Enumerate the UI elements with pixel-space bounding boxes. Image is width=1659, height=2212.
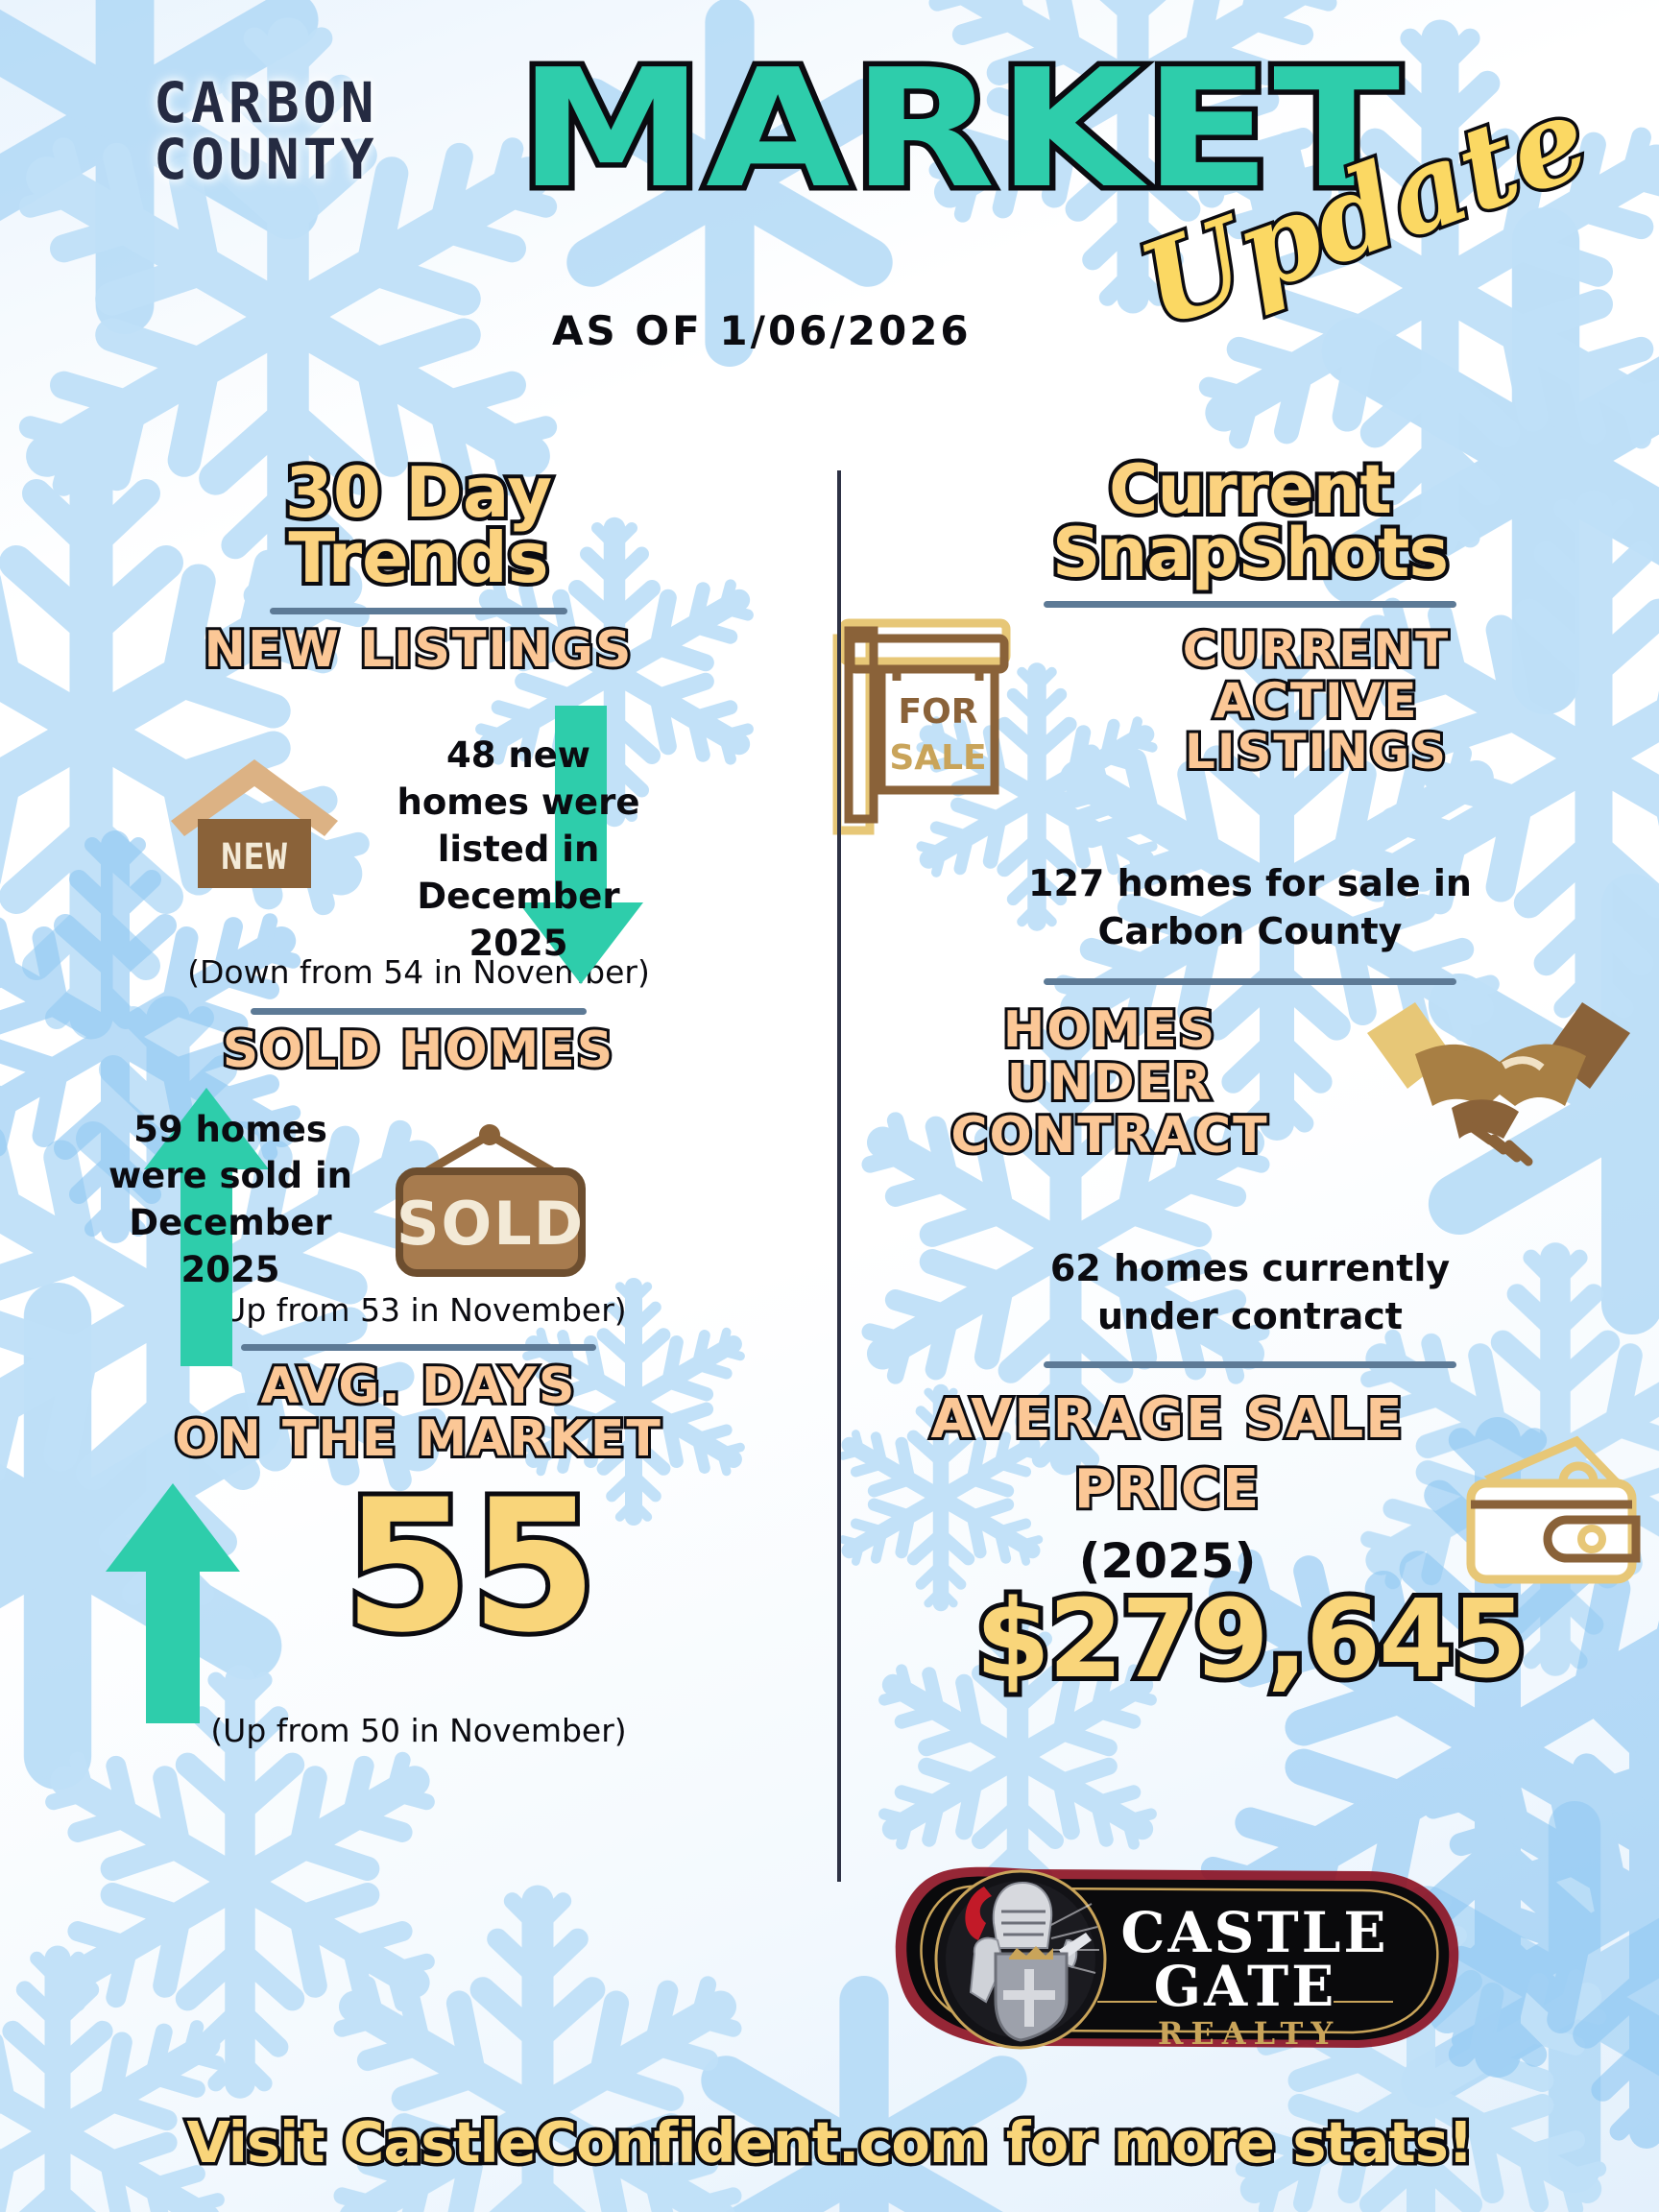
wallet-icon	[1466, 1435, 1641, 1584]
right-column-title: Current SnapShots	[841, 450, 1659, 592]
up-arrow-icon-days	[106, 1482, 240, 1723]
county-title-line1: CARBON	[154, 70, 378, 135]
left-title-line1: 30 Day	[281, 452, 556, 533]
left-title-line2: Trends	[284, 517, 552, 598]
logo-name-line2: GATE	[1154, 1954, 1337, 2019]
rule-avg-price	[1044, 1361, 1456, 1369]
for-sale-text-line2: SALE	[889, 738, 986, 778]
avg-days-heading-line1: AVG. DAYS	[257, 1357, 577, 1415]
as-of-date: AS OF 1/06/2026	[552, 307, 972, 354]
for-sale-sign-icon: FOR SALE	[832, 618, 1011, 835]
under-contract-heading-line3: CONTRACT	[948, 1107, 1269, 1166]
avg-price-heading-line2: PRICE	[1071, 1455, 1262, 1524]
header: CARBON COUNTY MARKET Update AS OF 1/06/2…	[0, 0, 1659, 413]
new-listings-stat: 48 new homes were listed in December 202…	[397, 734, 640, 964]
left-column: 30 Day Trends NEW LISTINGS NEW 48 new ho…	[0, 442, 837, 1749]
section-heading-under-contract: HOMES UNDER CONTRACT	[841, 1000, 1379, 1166]
castle-gate-realty-logo: CASTLE GATE REALTY	[878, 1848, 1474, 2069]
rule-sold-homes	[251, 1008, 587, 1016]
under-contract-heading-line1: HOMES	[1000, 1000, 1217, 1059]
under-contract-heading-line2: UNDER	[1004, 1053, 1214, 1113]
section-heading-sold-homes: SOLD HOMES	[220, 1022, 616, 1080]
county-title-line2: COUNTY	[154, 127, 378, 193]
sold-homes-stat: 59 homes were sold in December 2025	[108, 1108, 352, 1291]
rule-active-listings	[1044, 600, 1456, 608]
sold-sign-icon: SOLD	[396, 1123, 586, 1277]
right-column: Current SnapShots FOR SALE	[832, 442, 1659, 1707]
avg-price-heading-line1: AVERAGE SALE	[928, 1385, 1406, 1454]
county-title: CARBON COUNTY	[154, 70, 499, 193]
active-listings-stat-line2: Carbon County	[1097, 909, 1403, 952]
under-contract-stat-line2: under contract	[1097, 1295, 1403, 1338]
active-listings-stat: 127 homes for sale in Carbon County	[841, 859, 1659, 955]
svg-text:SOLD: SOLD	[397, 1189, 585, 1259]
right-title-line2: SnapShots	[1048, 513, 1453, 592]
right-title-line1: Current	[1105, 450, 1396, 529]
avg-days-heading-line2: ON THE MARKET	[172, 1409, 663, 1468]
section-heading-avg-price: AVERAGE SALE PRICE	[841, 1385, 1494, 1526]
rule-new-listings	[270, 608, 567, 615]
knight-shield-icon	[934, 1869, 1107, 2050]
logo-name-line3: REALTY	[1158, 2015, 1340, 2052]
avg-days-value: 55	[339, 1459, 602, 1672]
column-divider	[837, 470, 841, 1882]
left-column-title: 30 Day Trends	[0, 452, 837, 598]
active-listings-heading-line1: CURRENT	[1180, 621, 1451, 678]
section-heading-avg-days: AVG. DAYS ON THE MARKET	[0, 1357, 837, 1468]
section-heading-new-listings: NEW LISTINGS	[202, 621, 635, 680]
footer-cta: Visit CastleConfident.com for more stats…	[183, 2106, 1478, 2179]
active-listings-heading-line2: ACTIVE	[1212, 672, 1420, 729]
new-home-icon: NEW	[171, 759, 338, 889]
handshake-icon	[1367, 1001, 1630, 1166]
section-heading-active-listings: CURRENT ACTIVE LISTINGS	[1047, 621, 1585, 780]
down-arrow-icon	[518, 706, 643, 985]
avg-price-year: (2025)	[1078, 1533, 1257, 1590]
active-listings-heading-line3: LISTINGS	[1182, 723, 1449, 780]
for-sale-text-line1: FOR	[899, 692, 978, 732]
rule-under-contract	[1044, 977, 1456, 985]
svg-text:NEW: NEW	[221, 836, 288, 878]
